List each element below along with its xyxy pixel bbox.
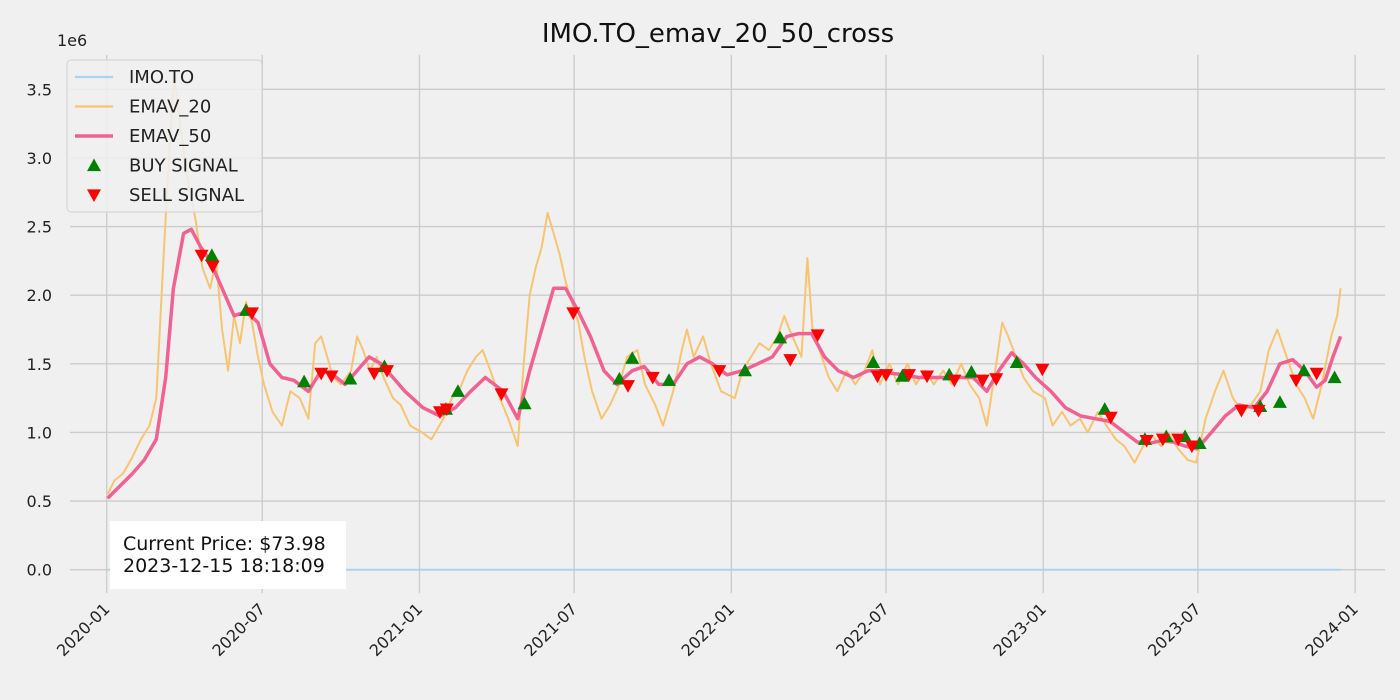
sell-signal-marker (194, 249, 209, 263)
sell-signal-marker (975, 374, 990, 388)
buy-signal-marker (204, 248, 219, 261)
info-box: Current Price: $73.98 2023-12-15 18:18:0… (110, 521, 346, 589)
sell-signal-marker (1309, 367, 1324, 381)
sell-signal-marker (1251, 404, 1266, 418)
sell-signal-marker (1155, 433, 1170, 447)
legend-label: IMO.TO (129, 67, 194, 88)
legend-label: SELL SIGNAL (129, 185, 244, 206)
buy-signal-marker (1296, 363, 1311, 377)
buy-signal-marker (895, 369, 910, 382)
legend-box (66, 59, 263, 213)
sell-signal-marker (1289, 374, 1304, 388)
sell-signal-marker (810, 329, 825, 342)
legend-label: BUY SIGNAL (129, 156, 238, 177)
buy-signal-marker (1192, 436, 1207, 450)
y-tick-label: 0.0 (27, 561, 52, 580)
sell-signal-marker (879, 369, 894, 382)
buy-signal-marker (1097, 402, 1112, 415)
legend-label: EMAV_20 (129, 97, 211, 118)
sell-signal-marker (645, 371, 660, 385)
sell-signal-marker (244, 307, 259, 321)
sell-signal-marker (947, 374, 962, 388)
sell-signal-marker (989, 373, 1004, 386)
buy-signal-marker (773, 330, 788, 344)
y-tick-label: 1.5 (27, 355, 52, 374)
sell-signal-marker (1234, 404, 1249, 418)
sell-signal-marker (1139, 435, 1154, 448)
chart-title: IMO.TO_emav_20_50_cross (542, 19, 894, 49)
buy-signal-marker (450, 384, 465, 397)
buy-signal-marker (343, 371, 358, 385)
y-tick-label: 0.5 (27, 492, 52, 511)
buy-signal-marker (1327, 370, 1342, 384)
buy-signal-marker (625, 351, 640, 364)
buy-signal-marker (964, 365, 979, 378)
info-box-background (110, 521, 346, 589)
buy-signal-marker (738, 363, 753, 377)
legend-items: IMO.TO EMAV_20 EMAV_50 BUY SIGNAL SELL SIGNA… (75, 67, 244, 206)
sell-signal-marker (902, 369, 917, 382)
sell-signal-marker (494, 388, 509, 401)
sell-signal-marker (783, 354, 798, 367)
sell-signal-marker (380, 365, 395, 378)
buy-signal-marker (1009, 355, 1024, 369)
legend-marker-down (87, 189, 101, 202)
current-price-label: Current Price: $73.98 (123, 533, 326, 555)
sell-signal-marker (205, 260, 220, 274)
timestamp-label: 2023-12-15 18:18:09 (123, 555, 325, 577)
y-tick-label: 2.5 (27, 218, 52, 237)
legend-label: EMAV_50 (129, 126, 211, 147)
legend-marker-up (87, 158, 101, 172)
buy-signal-marker (297, 374, 312, 388)
sell-signal-marker (1171, 433, 1186, 447)
sell-signal-marker (920, 370, 935, 384)
sell-signal-marker (367, 367, 382, 381)
buy-signal-marker (661, 373, 676, 386)
sell-signal-marker (620, 380, 635, 393)
y-tick-label: 3.5 (27, 80, 52, 99)
sell-signal-marker (439, 403, 454, 417)
y-tick-label: 1.0 (27, 423, 52, 442)
signal-markers (194, 248, 1342, 454)
sell-signal-marker (1103, 411, 1118, 425)
sell-signal-marker (324, 370, 339, 384)
legend: IMO.TO EMAV_20 EMAV_50 BUY SIGNAL SELL SIGNA… (66, 59, 263, 213)
sell-signal-marker (870, 370, 885, 384)
series-line-emav-20 (106, 74, 1342, 495)
y-offset-label: 1e6 (57, 31, 87, 50)
buy-signal-marker (517, 396, 532, 410)
sell-signal-marker (712, 365, 727, 378)
sell-signal-marker (1035, 363, 1050, 377)
buy-signal-marker (1272, 395, 1287, 408)
sell-signal-marker (566, 307, 581, 321)
sell-signal-marker (1184, 440, 1199, 454)
buy-signal-marker (866, 355, 881, 369)
y-tick-label: 2.0 (27, 286, 52, 305)
y-tick-label: 3.0 (27, 149, 52, 168)
